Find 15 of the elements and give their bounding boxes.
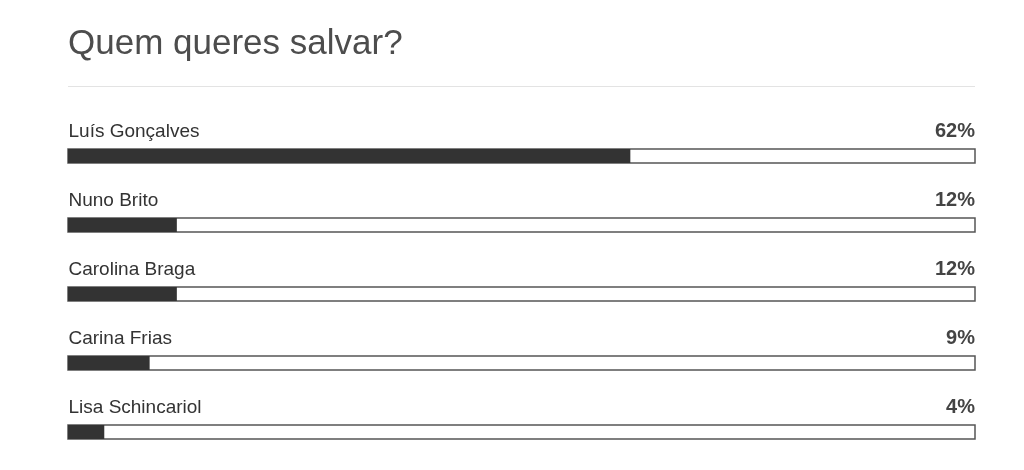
data-label: 12%: [934, 188, 976, 210]
data-label: 9%: [946, 326, 976, 348]
bar: [68, 356, 150, 370]
y-tick-label: Carina Frias: [68, 327, 172, 348]
bar: [68, 425, 105, 439]
bar: [68, 218, 177, 232]
data-label: 12%: [934, 257, 976, 279]
y-tick-label: Carolina Braga: [68, 258, 196, 279]
data-label: 4%: [946, 395, 976, 417]
chart-title: Quem queres salvar?: [68, 22, 403, 61]
data-label: 62%: [934, 119, 976, 141]
bar: [68, 287, 177, 301]
y-tick-label: Lisa Schincariol: [68, 396, 202, 417]
y-tick-label: Nuno Brito: [68, 189, 159, 210]
y-tick-label: Luís Gonçalves: [68, 120, 200, 141]
